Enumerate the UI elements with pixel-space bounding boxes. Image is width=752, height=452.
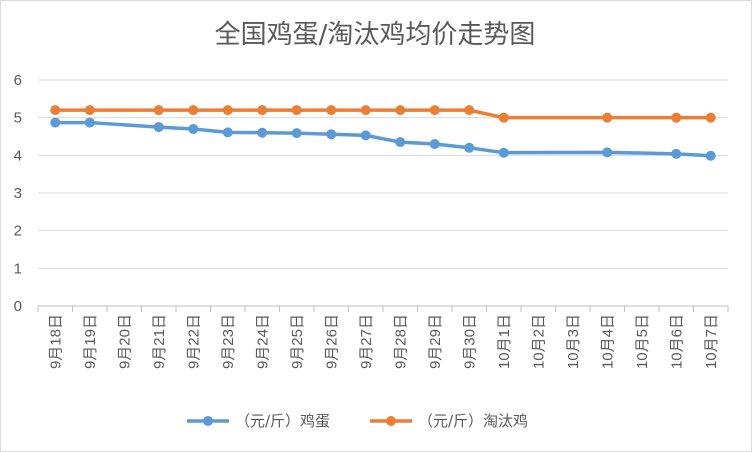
- x-tick-label: 9月22日: [185, 314, 202, 369]
- data-point: [222, 127, 233, 138]
- x-tick-label: 9月26日: [323, 314, 340, 369]
- data-point: [50, 117, 61, 128]
- data-point: [326, 129, 337, 140]
- series-lines: [50, 105, 716, 161]
- data-point: [602, 147, 613, 158]
- x-tick-label: 9月25日: [289, 314, 306, 369]
- data-point: [257, 105, 268, 116]
- y-tick-label: 4: [14, 147, 22, 164]
- data-point: [153, 105, 164, 116]
- data-point: [257, 127, 268, 138]
- y-tick-label: 5: [14, 110, 22, 127]
- x-tick-label: 9月29日: [427, 314, 444, 369]
- data-point: [222, 105, 233, 116]
- x-tick-label: 9月24日: [254, 314, 271, 369]
- y-tick-label: 2: [14, 223, 22, 240]
- x-tick-label: 9月27日: [358, 314, 375, 369]
- data-point: [188, 105, 199, 116]
- x-tick-label: 10月3日: [565, 314, 582, 369]
- x-tick-label: 10月7日: [703, 314, 720, 369]
- x-tick-label: 10月2日: [530, 314, 547, 369]
- data-point: [188, 123, 199, 134]
- x-tick-label: 10月6日: [668, 314, 685, 369]
- data-point: [153, 122, 164, 133]
- x-tick-label: 10月5日: [634, 314, 651, 369]
- y-axis-ticks: 0 1 2 3 4 5 6: [14, 72, 22, 315]
- data-point: [84, 117, 95, 128]
- legend-label: （元/斤）鸡蛋: [235, 412, 330, 430]
- data-point: [464, 142, 475, 153]
- data-point: [498, 147, 509, 158]
- x-axis-ticks: 9月18日 9月19日 9月20日 9月21日 9月22日 9月23日 9月24日 9月25日…: [37, 306, 729, 369]
- data-point: [360, 105, 371, 116]
- chart-title: 全国鸡蛋/淘汰鸡均价走势图: [214, 20, 536, 50]
- legend-swatch-marker: [203, 416, 213, 426]
- data-point: [429, 105, 440, 116]
- x-tick-label: 9月20日: [116, 314, 133, 369]
- data-point: [602, 112, 613, 123]
- data-point: [395, 105, 406, 116]
- gridlines: [38, 79, 728, 307]
- legend-swatch-marker: [386, 416, 396, 426]
- data-point: [705, 150, 716, 161]
- data-point: [671, 148, 682, 159]
- data-point: [291, 105, 302, 116]
- data-point: [705, 112, 716, 123]
- x-tick-label: 9月21日: [151, 314, 168, 369]
- legend: （元/斤）鸡蛋 （元/斤）淘汰鸡: [187, 412, 528, 430]
- legend-label: （元/斤）淘汰鸡: [418, 412, 528, 430]
- data-point: [498, 112, 509, 123]
- x-tick-label: 10月1日: [496, 314, 513, 369]
- x-tick-label: 9月30日: [461, 314, 478, 369]
- y-tick-label: 0: [14, 298, 22, 315]
- x-tick-label: 10月4日: [599, 314, 616, 369]
- y-tick-label: 6: [14, 72, 22, 89]
- x-tick-label: 9月23日: [220, 314, 237, 369]
- y-tick-label: 3: [14, 185, 22, 202]
- data-point: [326, 105, 337, 116]
- data-point: [291, 128, 302, 139]
- x-tick-label: 9月18日: [47, 314, 64, 369]
- data-point: [50, 105, 61, 116]
- data-point: [671, 112, 682, 123]
- y-tick-label: 1: [14, 260, 22, 277]
- series-line-0: [55, 120, 711, 158]
- data-point: [360, 130, 371, 141]
- data-point: [395, 137, 406, 148]
- series-line-1: [55, 108, 711, 120]
- data-point: [429, 139, 440, 150]
- x-tick-label: 9月19日: [82, 314, 99, 369]
- data-point: [84, 105, 95, 116]
- x-tick-label: 9月28日: [392, 314, 409, 369]
- data-point: [464, 105, 475, 116]
